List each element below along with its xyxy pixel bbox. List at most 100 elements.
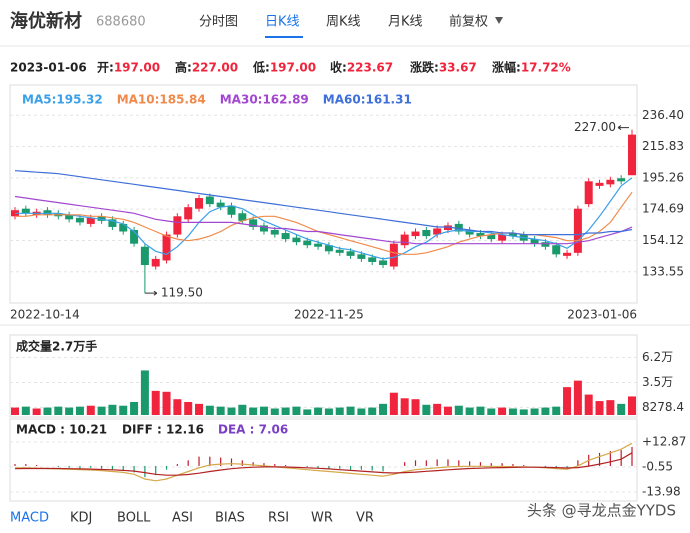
candle-body xyxy=(498,234,507,241)
volume-bar xyxy=(238,404,247,415)
candle-body xyxy=(552,245,561,255)
info-label: 收: xyxy=(330,60,347,75)
info-label: 开: xyxy=(97,61,114,75)
volume-bar xyxy=(303,409,312,415)
volume-bar xyxy=(487,408,496,415)
volume-bar xyxy=(130,402,139,415)
candle-body xyxy=(584,181,593,205)
legend-entry: DEA : 7.06 xyxy=(218,423,288,437)
candle-body xyxy=(173,216,182,235)
volume-bar xyxy=(11,407,19,415)
candle-body xyxy=(617,178,626,182)
volume-bar xyxy=(357,408,366,415)
x-tick-label: 2023-01-06 xyxy=(567,308,637,322)
volume-bar xyxy=(119,405,128,415)
volume-bar xyxy=(508,408,517,415)
period-tab[interactable]: 日K线 xyxy=(265,15,300,30)
period-tab[interactable]: 前复权 xyxy=(449,14,488,30)
volume-pane xyxy=(9,334,638,418)
candle-body xyxy=(476,233,485,237)
candle-body xyxy=(184,207,193,220)
volume-bar xyxy=(530,408,539,415)
volume-bar xyxy=(443,406,452,415)
info-value: 223.67 xyxy=(347,61,393,75)
candle-body xyxy=(21,208,30,214)
candle-body xyxy=(324,245,333,252)
indicator-tab[interactable]: MACD xyxy=(10,511,49,526)
candle-body xyxy=(335,249,344,253)
stock-code: 688680 xyxy=(96,15,146,30)
candle-body xyxy=(151,258,160,267)
info-value: 197.00 xyxy=(114,61,160,75)
candle-body xyxy=(216,202,225,208)
period-tab[interactable]: 分时图 xyxy=(199,15,238,30)
indicator-tab[interactable]: RSI xyxy=(268,511,289,526)
candle-body xyxy=(357,254,366,259)
volume-bar xyxy=(184,402,193,415)
volume-bar xyxy=(314,407,323,415)
indicator-tab[interactable]: WR xyxy=(311,511,333,526)
volume-bar xyxy=(21,406,30,415)
candle-body xyxy=(368,257,377,262)
pane-title: 成交量2.7万手 xyxy=(16,339,97,354)
legend-entry: MA5:195.32 xyxy=(22,93,103,107)
candle-body xyxy=(259,225,268,232)
volume-bar xyxy=(476,406,485,415)
indicator-tab[interactable]: BIAS xyxy=(215,511,245,526)
y-tick-label: 133.55 xyxy=(642,264,684,278)
candle-body xyxy=(314,243,323,247)
indicator-tab[interactable]: KDJ xyxy=(70,511,92,526)
dropdown-arrow[interactable] xyxy=(495,17,503,24)
candle-body xyxy=(65,214,74,220)
candle-body xyxy=(43,210,52,215)
candle-body xyxy=(433,228,442,235)
legend-entry: MA60:161.31 xyxy=(323,93,412,107)
candle-body xyxy=(400,234,409,246)
candle-body xyxy=(573,208,582,253)
volume-bar xyxy=(389,392,398,415)
candle-body xyxy=(454,223,463,232)
stock-name: 海优新材 xyxy=(10,10,82,32)
high-arrow xyxy=(617,125,629,130)
price-pane xyxy=(9,84,638,304)
y-tick-label: 195.26 xyxy=(642,170,684,184)
low-arrow xyxy=(144,290,158,296)
indicator-tab[interactable]: BOLL xyxy=(117,511,151,526)
volume-bar xyxy=(465,407,474,415)
volume-bar xyxy=(552,406,561,415)
volume-bar xyxy=(195,403,204,415)
volume-bar xyxy=(216,406,225,415)
y-tick-label: 3.5万 xyxy=(642,375,673,389)
candle-body xyxy=(97,216,106,221)
watermark: 头条 @寻龙点金YYDS xyxy=(527,502,676,520)
macd-pane xyxy=(9,418,638,502)
volume-bar xyxy=(173,399,182,415)
y-tick-label: 6.2万 xyxy=(642,350,673,364)
candle-body xyxy=(422,230,431,237)
y-tick-label: 215.83 xyxy=(642,139,684,153)
volume-bar xyxy=(335,407,344,415)
legend-entry: MA10:185.84 xyxy=(117,93,206,107)
period-tab[interactable]: 月K线 xyxy=(388,15,423,30)
candle-body xyxy=(346,251,355,256)
volume-bar xyxy=(519,409,528,415)
low-annotation: 119.50 xyxy=(161,286,203,300)
volume-bar xyxy=(32,408,41,415)
info-date: 2023-01-06 xyxy=(10,61,87,75)
indicator-line xyxy=(14,170,633,236)
volume-bar xyxy=(43,407,52,415)
candle-body xyxy=(195,198,204,209)
info-label: 高: xyxy=(175,60,192,75)
candle-body xyxy=(541,242,550,247)
indicator-tab[interactable]: ASI xyxy=(172,511,193,526)
y-tick-label: -13.98 xyxy=(642,484,681,498)
info-value: 17.72% xyxy=(521,61,571,75)
volume-bar xyxy=(595,401,604,415)
x-tick-label: 2022-11-25 xyxy=(294,308,364,322)
period-tab[interactable]: 周K线 xyxy=(326,15,361,30)
volume-bar xyxy=(400,398,409,415)
volume-bar xyxy=(573,380,582,415)
indicator-tab[interactable]: VR xyxy=(356,511,374,526)
volume-bar xyxy=(606,400,615,415)
